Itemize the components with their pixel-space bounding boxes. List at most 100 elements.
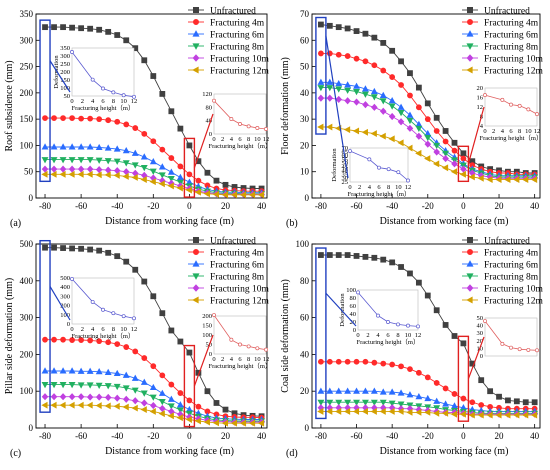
data-point — [113, 402, 120, 410]
data-point — [149, 158, 157, 165]
data-point — [41, 143, 49, 150]
data-point — [344, 25, 351, 32]
data-point — [60, 245, 66, 251]
legend-marker — [466, 284, 474, 292]
data-point — [158, 410, 165, 418]
x-tick-label: 20 — [221, 201, 231, 211]
data-point — [50, 401, 57, 409]
data-point — [69, 337, 75, 343]
inset-frame — [484, 87, 538, 127]
data-point — [122, 371, 130, 378]
legend-marker — [466, 273, 474, 280]
inset-point — [264, 347, 268, 352]
legend-label: Fracturing 4m — [210, 249, 265, 259]
data-point — [69, 115, 75, 121]
legend: Unfractured Fracturing 4m Fracturing 6m Fra… — [462, 236, 543, 307]
data-point — [317, 94, 325, 102]
data-point — [131, 174, 138, 181]
data-point — [140, 164, 148, 172]
data-point — [59, 401, 66, 409]
data-point — [352, 408, 360, 415]
series-5 — [41, 401, 265, 427]
data-point — [415, 84, 422, 91]
data-point — [424, 135, 432, 142]
inset-y-tick-label: 150 — [202, 323, 212, 330]
inset-x-tick-label: 4 — [91, 326, 95, 333]
data-point — [114, 253, 121, 260]
data-point — [149, 178, 156, 186]
data-point — [317, 387, 325, 394]
legend-label: Fracturing 10m — [484, 55, 543, 65]
data-point — [113, 145, 121, 152]
legend-marker — [192, 18, 199, 25]
data-point — [432, 160, 440, 168]
data-point — [415, 125, 423, 133]
data-point — [353, 55, 360, 62]
inset-point — [517, 103, 522, 108]
data-point — [86, 143, 94, 150]
data-point — [522, 399, 529, 406]
inset-point — [111, 90, 116, 95]
data-point — [460, 165, 467, 173]
legend-label: Fracturing 6m — [484, 261, 539, 271]
data-point — [335, 252, 342, 258]
data-point — [362, 387, 369, 394]
x-axis-label: Distance from working face (m) — [105, 216, 234, 227]
x-tick-label: -40 — [386, 431, 398, 441]
legend-label: Unfractured — [484, 6, 530, 17]
data-point — [68, 165, 76, 173]
legend-label: Unfractured — [484, 236, 530, 247]
data-point — [362, 91, 369, 98]
legend-marker — [466, 66, 473, 74]
data-point — [370, 130, 377, 138]
data-point — [326, 408, 333, 415]
x-axis-label: Distance from working face (m) — [380, 446, 509, 457]
data-point — [326, 22, 333, 29]
data-point — [114, 32, 121, 38]
data-point — [195, 177, 202, 184]
inset-y-tick-label: 350 — [60, 45, 70, 52]
legend-marker — [192, 7, 199, 13]
data-point — [140, 390, 148, 397]
data-point — [451, 139, 458, 146]
legend-marker — [466, 248, 473, 255]
legend-label: Fracturing 10m — [484, 285, 543, 295]
data-point — [335, 79, 343, 87]
data-point — [132, 348, 139, 355]
data-point — [433, 128, 440, 134]
data-point — [59, 382, 67, 389]
data-point — [167, 182, 174, 190]
data-point — [41, 393, 49, 401]
inset-x-tick-label: 12 — [415, 332, 422, 339]
inset-x-label: Fracturing height（m） — [71, 332, 134, 340]
data-point — [60, 336, 66, 343]
x-tick-label: -20 — [147, 431, 159, 441]
data-point — [442, 138, 449, 145]
data-point — [442, 154, 449, 163]
data-point — [131, 374, 139, 381]
inset-point — [396, 322, 400, 327]
data-point — [326, 123, 333, 131]
inset-point — [90, 77, 95, 82]
highlight-box-blue — [315, 247, 327, 420]
data-point — [433, 380, 440, 386]
data-point — [77, 170, 84, 178]
x-tick-label: 40 — [530, 201, 540, 211]
inset-x-tick-label: 0 — [70, 326, 73, 333]
inset-point — [376, 313, 380, 318]
data-point — [460, 395, 467, 402]
inset-x-tick-label: 4 — [368, 184, 372, 191]
inset-y-tick-label: 40 — [477, 323, 484, 330]
data-point — [95, 393, 103, 401]
data-point — [460, 150, 467, 157]
inset-x-tick-label: 2 — [221, 356, 224, 363]
data-point — [140, 406, 147, 414]
data-point — [195, 158, 202, 165]
legend-label: Fracturing 4m — [484, 19, 539, 29]
data-point — [370, 408, 377, 415]
data-point — [95, 157, 103, 164]
data-point — [96, 26, 103, 33]
inset-x-tick-label: 6 — [386, 332, 390, 339]
inset-x-label: Fracturing height（m） — [356, 338, 419, 346]
